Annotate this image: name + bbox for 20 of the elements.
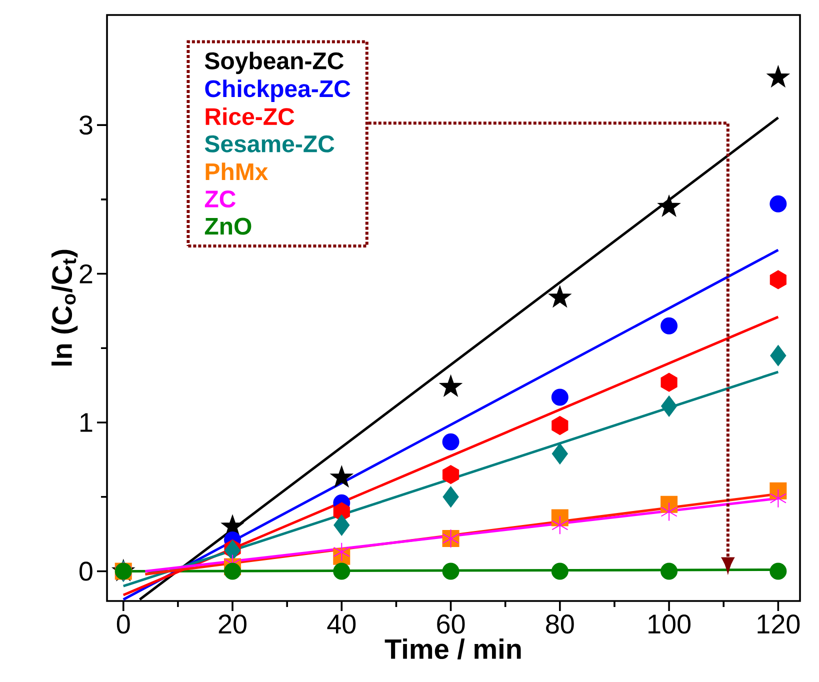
text: ZC [204, 190, 236, 208]
y-axis-title: ln (C$_{o}$/C$_{t}$) [52, 250, 78, 366]
y-tick-label: 3 [79, 115, 92, 135]
x-tick-label: 40 [327, 614, 356, 634]
text: ZnO [204, 218, 252, 235]
x-tick-label: 0 [116, 614, 130, 634]
x-tick-label: 20 [218, 614, 246, 634]
text: Rice-ZC [206, 107, 294, 126]
text: Chickpea-ZC [205, 80, 350, 102]
text: PhMx [206, 162, 268, 180]
y-tick-label: 1 [80, 413, 92, 432]
x-tick-label: 60 [437, 614, 465, 634]
x-tick-label: 80 [546, 614, 574, 634]
x-tick-label: 120 [758, 614, 800, 634]
text: Sesame-ZC [204, 135, 334, 152]
text: Soybean-ZC [204, 52, 344, 74]
y-tick-label: 2 [80, 264, 92, 284]
x-tick-label: 100 [648, 614, 690, 634]
y-tick-label: 0 [80, 562, 92, 581]
x-axis-title: Time / min [384, 638, 521, 660]
